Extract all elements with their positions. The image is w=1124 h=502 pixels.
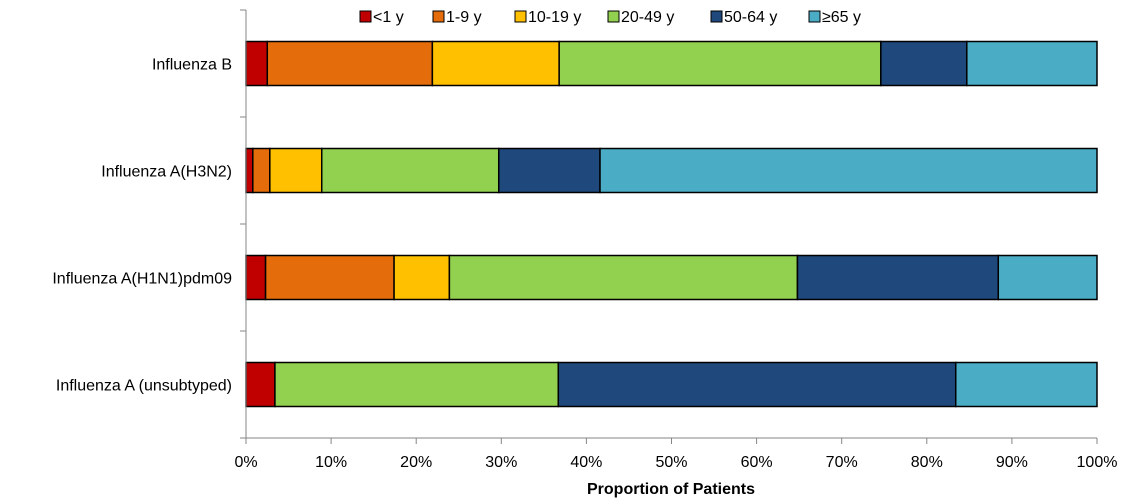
bar-segment: [796, 254, 1000, 301]
legend-label: <1 y: [373, 9, 404, 26]
legend-label: 50-64 y: [724, 9, 777, 26]
category-label: Influenza A(H3N2): [101, 164, 232, 181]
legend-label: 10-19 y: [528, 9, 581, 26]
x-tick-label: 0%: [234, 454, 257, 471]
bar-segment: [320, 147, 500, 194]
bar-segment: [245, 361, 276, 408]
legend-label: 1-9 y: [446, 9, 482, 26]
legend-label: 20-49 y: [621, 9, 674, 26]
bars: [245, 40, 1098, 408]
bar-segment: [245, 254, 267, 301]
x-tick-label: 100%: [1077, 454, 1118, 471]
bar-segment: [245, 40, 269, 87]
legend-swatch: [607, 10, 620, 23]
bar-segment: [448, 254, 799, 301]
x-tick-label: 90%: [996, 454, 1028, 471]
x-tick-label: 40%: [570, 454, 602, 471]
x-tick-label: 10%: [315, 454, 347, 471]
legend-swatch: [808, 10, 821, 23]
x-tick-label: 50%: [655, 454, 687, 471]
legend-swatch: [710, 10, 723, 23]
bar-segment: [269, 147, 323, 194]
x-ticks: 0% 10% 20% 30% 40% 50% 60% 70% 80% 90% 100%: [234, 438, 1117, 471]
y-labels: Influenza B Influenza A(H3N2) Influenza A(…: [52, 57, 232, 395]
x-axis-title: Proportion of Patients: [587, 481, 755, 498]
legend-swatch: [432, 10, 445, 23]
bar-segment: [997, 254, 1098, 301]
category-label: Influenza B: [152, 57, 232, 74]
x-tick-label: 20%: [400, 454, 432, 471]
x-tick-label: 30%: [485, 454, 517, 471]
bar-segment: [954, 361, 1098, 408]
x-tick-label: 60%: [741, 454, 773, 471]
bar-segment: [245, 147, 254, 194]
legend-swatch: [359, 10, 372, 23]
bar-segment: [966, 40, 1098, 87]
bar-segment: [266, 40, 434, 87]
category-label: Influenza A (unsubtyped): [56, 378, 232, 395]
bar-segment: [431, 40, 560, 87]
bar-segment: [264, 254, 395, 301]
bar-segment: [880, 40, 968, 87]
legend: <1 y 1-9 y 10-19 y 20-49 y 50-64 y ≥65 y: [359, 9, 861, 26]
x-tick-label: 80%: [911, 454, 943, 471]
bar-segment: [558, 40, 882, 87]
bar-segment: [274, 361, 560, 408]
bar-segment: [497, 147, 601, 194]
legend-label: ≥65 y: [822, 9, 861, 26]
legend-swatch: [514, 10, 527, 23]
x-tick-label: 70%: [826, 454, 858, 471]
category-label: Influenza A(H1N1)pdm09: [52, 271, 232, 288]
bar-segment: [252, 147, 271, 194]
bar-segment: [599, 147, 1098, 194]
bar-segment: [557, 361, 957, 408]
bar-segment: [393, 254, 451, 301]
